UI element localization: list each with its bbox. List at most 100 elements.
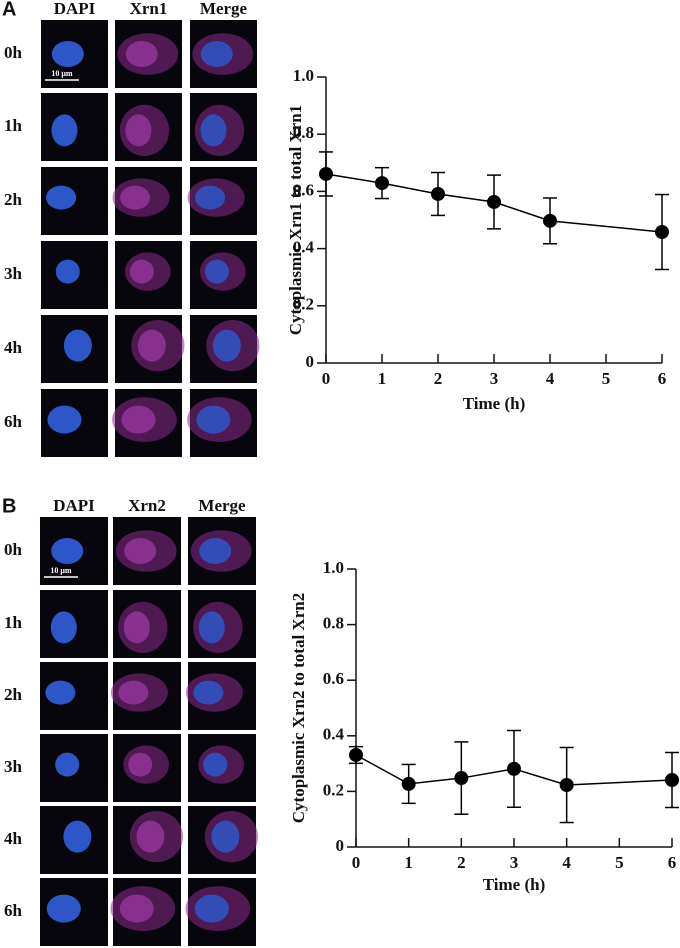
nucleus: [46, 894, 81, 923]
nuclear-signal: [121, 405, 156, 434]
y-tick-label: 0.6: [323, 669, 344, 688]
row-label: 6h: [4, 901, 23, 920]
column-label: DAPI: [54, 0, 96, 18]
nucleus: [196, 405, 231, 434]
x-tick-label: 4: [546, 369, 555, 388]
row-label: 2h: [4, 190, 23, 209]
nucleus: [51, 41, 84, 67]
x-tick-label: 6: [668, 853, 677, 872]
x-tick-label: 1: [378, 369, 387, 388]
nucleus: [55, 752, 80, 777]
data-point: [401, 776, 416, 791]
nucleus: [211, 820, 240, 853]
nuclear-signal: [129, 259, 154, 284]
nucleus: [51, 538, 84, 564]
panel-letter: B: [2, 495, 16, 517]
data-point: [487, 194, 501, 209]
y-tick-label: 0.4: [293, 238, 315, 257]
scale-bar-label: 10 μm: [50, 566, 72, 575]
row-label: 6h: [4, 412, 23, 431]
y-tick-label: 0.2: [323, 780, 344, 799]
row-label: 1h: [4, 613, 23, 632]
y-tick-label: 0: [306, 352, 315, 371]
y-tick-label: 0.2: [293, 295, 314, 314]
y-tick-label: 0.8: [293, 123, 314, 142]
nucleus: [203, 752, 228, 777]
nucleus: [198, 611, 225, 644]
x-tick-label: 4: [562, 853, 571, 872]
x-tick-label: 0: [352, 853, 361, 872]
y-tick-label: 0.8: [323, 614, 344, 633]
nucleus: [193, 680, 224, 705]
nuclear-signal: [125, 41, 158, 67]
y-tick-label: 0.6: [293, 180, 314, 199]
x-axis-title: Time (h): [463, 394, 526, 413]
y-tick-label: 1.0: [323, 558, 344, 577]
y-axis-title: Cytoplasmic Xrn2 to total Xrn2: [289, 593, 308, 823]
row-label: 4h: [4, 338, 23, 357]
nucleus: [46, 185, 77, 210]
row-label: 0h: [4, 43, 23, 62]
row-label: 1h: [4, 116, 23, 135]
data-point: [431, 186, 445, 201]
row-label: 3h: [4, 264, 23, 283]
x-tick-label: 5: [602, 369, 611, 388]
nuclear-signal: [125, 114, 152, 147]
nucleus: [55, 259, 80, 284]
y-tick-label: 0.4: [323, 725, 345, 744]
nucleus: [204, 259, 229, 284]
nucleus: [200, 41, 233, 67]
y-axis-title: Cytoplasmic Xrn1 to total Xrn1: [286, 105, 305, 335]
column-label: Merge: [200, 0, 248, 18]
x-axis-title: Time (h): [483, 875, 546, 894]
nucleus: [212, 329, 241, 362]
nucleus: [195, 185, 226, 210]
nucleus: [45, 680, 76, 705]
y-tick-label: 1.0: [293, 66, 314, 85]
nuclear-signal: [120, 185, 151, 210]
x-tick-label: 3: [490, 369, 499, 388]
column-label: Xrn2: [128, 496, 166, 515]
nucleus: [63, 820, 92, 853]
row-label: 2h: [4, 685, 23, 704]
nuclear-signal: [118, 680, 149, 705]
nuclear-signal: [137, 329, 166, 362]
scale-bar-label: 10 μm: [51, 69, 73, 78]
data-point: [559, 778, 574, 793]
column-label: DAPI: [53, 496, 95, 515]
nuclear-signal: [119, 894, 154, 923]
x-tick-label: 2: [457, 853, 466, 872]
data-point: [375, 176, 389, 191]
nucleus: [63, 329, 92, 362]
nuclear-signal: [123, 611, 150, 644]
x-tick-label: 3: [510, 853, 519, 872]
nuclear-signal: [124, 538, 157, 564]
data-point: [454, 771, 469, 786]
row-label: 0h: [4, 540, 23, 559]
x-tick-label: 5: [615, 853, 624, 872]
data-line: [355, 754, 673, 786]
nuclear-signal: [128, 752, 153, 777]
data-point: [665, 773, 679, 788]
x-tick-label: 0: [322, 369, 331, 388]
data-point: [507, 761, 521, 776]
data-point: [655, 225, 669, 240]
x-tick-label: 6: [658, 369, 667, 388]
nuclear-signal: [136, 820, 165, 853]
y-tick-label: 0: [336, 836, 345, 855]
x-tick-label: 1: [404, 853, 413, 872]
nucleus: [51, 114, 78, 147]
x-tick-label: 2: [434, 369, 443, 388]
data-point: [349, 747, 363, 762]
data-point: [543, 213, 557, 228]
nucleus: [47, 405, 82, 434]
nucleus: [200, 114, 227, 147]
column-label: Xrn1: [130, 0, 168, 18]
row-label: 4h: [4, 829, 23, 848]
panel-letter: A: [2, 0, 16, 20]
column-label: Merge: [198, 496, 246, 515]
data-line: [325, 173, 663, 233]
nucleus: [199, 538, 232, 564]
nucleus: [50, 611, 77, 644]
